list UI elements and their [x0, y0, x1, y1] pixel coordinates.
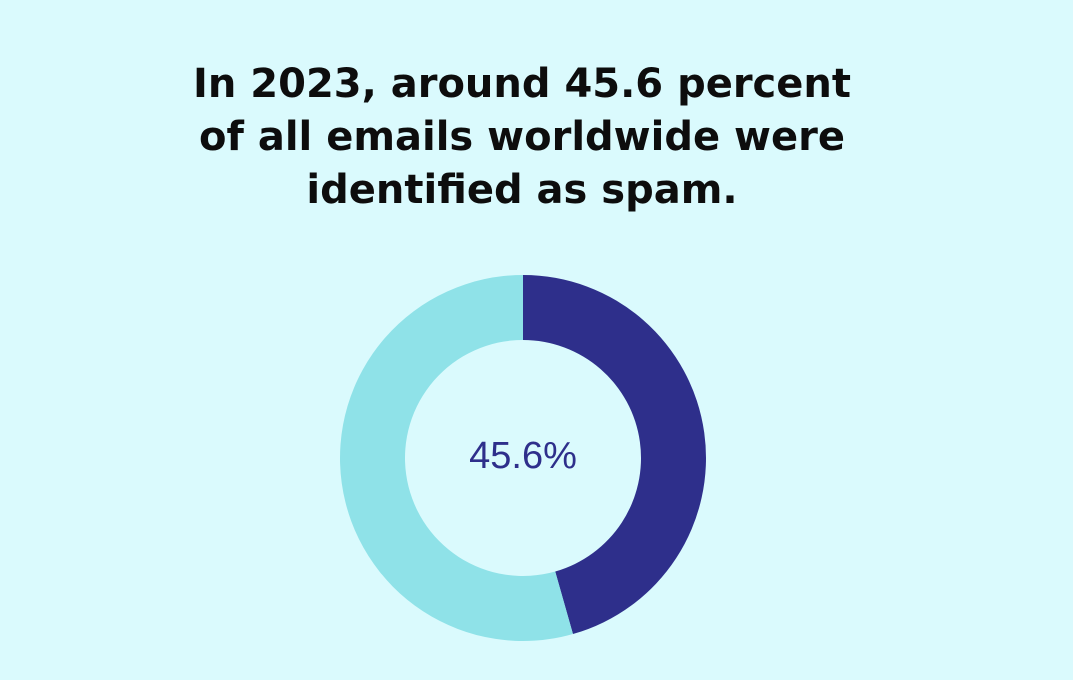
center-label: 45.6%	[469, 435, 577, 477]
chart-title: identified as spam.	[306, 167, 737, 213]
chart-title: of all emails worldwide were	[199, 114, 845, 160]
chart-title: In 2023, around 45.6 percent	[193, 61, 851, 107]
donut-segment	[340, 275, 573, 642]
donut-segment	[523, 275, 706, 635]
